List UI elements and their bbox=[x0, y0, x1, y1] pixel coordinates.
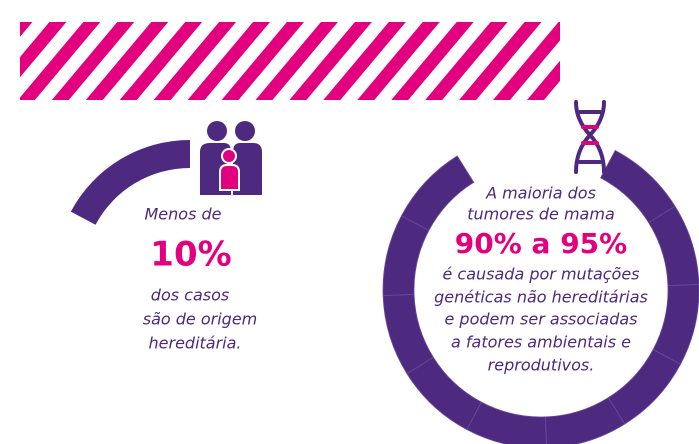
right-highlight: 90% a 95% bbox=[455, 227, 627, 260]
left-ring-segment bbox=[70, 140, 190, 225]
ring-segment bbox=[406, 356, 482, 431]
right-ring bbox=[382, 149, 699, 444]
left-intro: Menos de bbox=[145, 205, 222, 224]
right-line: genéticas não hereditárias bbox=[434, 288, 648, 307]
ring-segment bbox=[545, 397, 626, 444]
right-line: a fatores ambientais e bbox=[451, 333, 631, 352]
ring-segment bbox=[382, 215, 430, 296]
ring-segment bbox=[400, 155, 475, 231]
right-intro: A maioria dos bbox=[485, 184, 596, 203]
right-line: e podem ser associadas bbox=[445, 310, 638, 329]
ring-segment bbox=[652, 284, 699, 365]
right-line: é causada por mutações bbox=[442, 265, 639, 284]
dna-icon bbox=[574, 100, 606, 174]
striped-banner bbox=[20, 22, 560, 100]
family-icon bbox=[200, 121, 262, 195]
left-line: hereditária. bbox=[149, 334, 242, 353]
ring-segment bbox=[607, 349, 682, 425]
ring-segment bbox=[648, 205, 699, 286]
right-line: reprodutivos. bbox=[488, 356, 595, 375]
ring-segment bbox=[382, 294, 434, 375]
left-highlight: 10% bbox=[150, 235, 231, 275]
left-line: são de origem bbox=[143, 310, 258, 329]
right-intro: tumores de mama bbox=[467, 205, 615, 224]
ring-segment bbox=[466, 401, 547, 444]
left-line: dos casos bbox=[151, 286, 229, 305]
